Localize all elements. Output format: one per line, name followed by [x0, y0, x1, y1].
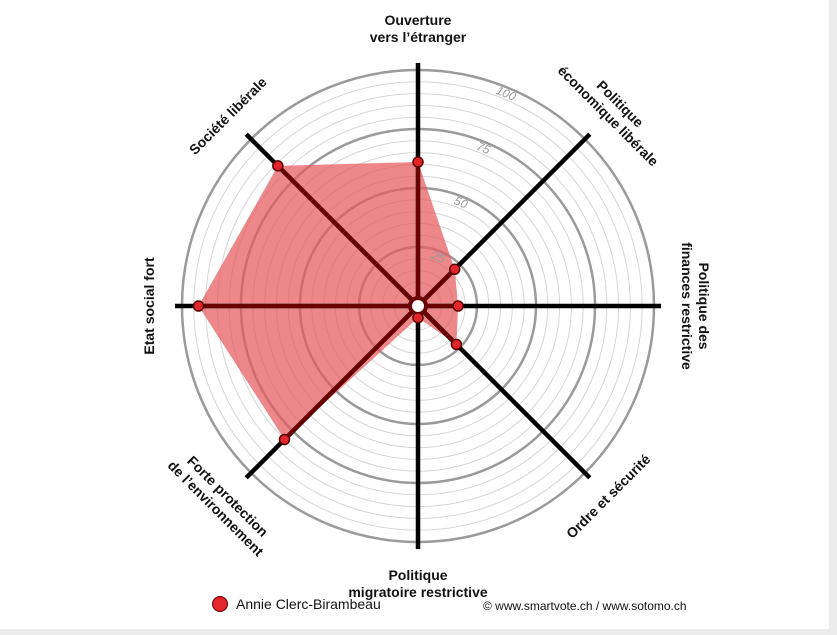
data-point: [452, 300, 464, 312]
axis-label: Politique: [388, 567, 447, 583]
center-marker: [408, 296, 428, 316]
data-point: [412, 312, 424, 324]
radar-area: [198, 162, 459, 440]
axis-label: vers l’étranger: [370, 29, 467, 45]
data-point: [278, 433, 291, 446]
axis-label: Etat social fort: [141, 257, 157, 355]
copyright-text: © www.smartvote.ch / www.sotomo.ch: [483, 599, 687, 613]
bottom-border: [0, 629, 837, 635]
profile-line: [283, 304, 420, 441]
data-point: [448, 263, 461, 276]
data-point: [192, 300, 205, 312]
tick-label: 100: [494, 83, 518, 104]
axis-label-group: Etat social fort: [141, 257, 157, 355]
legend: Annie Clerc-Birambeau: [212, 596, 381, 612]
legend-label: Annie Clerc-Birambeau: [236, 596, 381, 612]
data-point: [272, 160, 284, 172]
legend-marker-icon: [212, 596, 228, 612]
tick-label: 75: [475, 139, 493, 157]
axis-label: Ouverture: [385, 12, 452, 28]
tick-label: 25: [429, 248, 448, 267]
axis-label: migratoire restrictive: [348, 584, 487, 600]
axis-label: finances restrictive: [679, 242, 695, 370]
data-point: [412, 156, 424, 168]
data-point: [450, 338, 463, 351]
profile-area: [198, 162, 459, 440]
right-border: [829, 0, 837, 635]
tick-label: 50: [452, 194, 470, 212]
profile-line: [276, 164, 420, 308]
axis-label: Politique des: [696, 262, 712, 349]
radar-profile: [192, 156, 464, 446]
